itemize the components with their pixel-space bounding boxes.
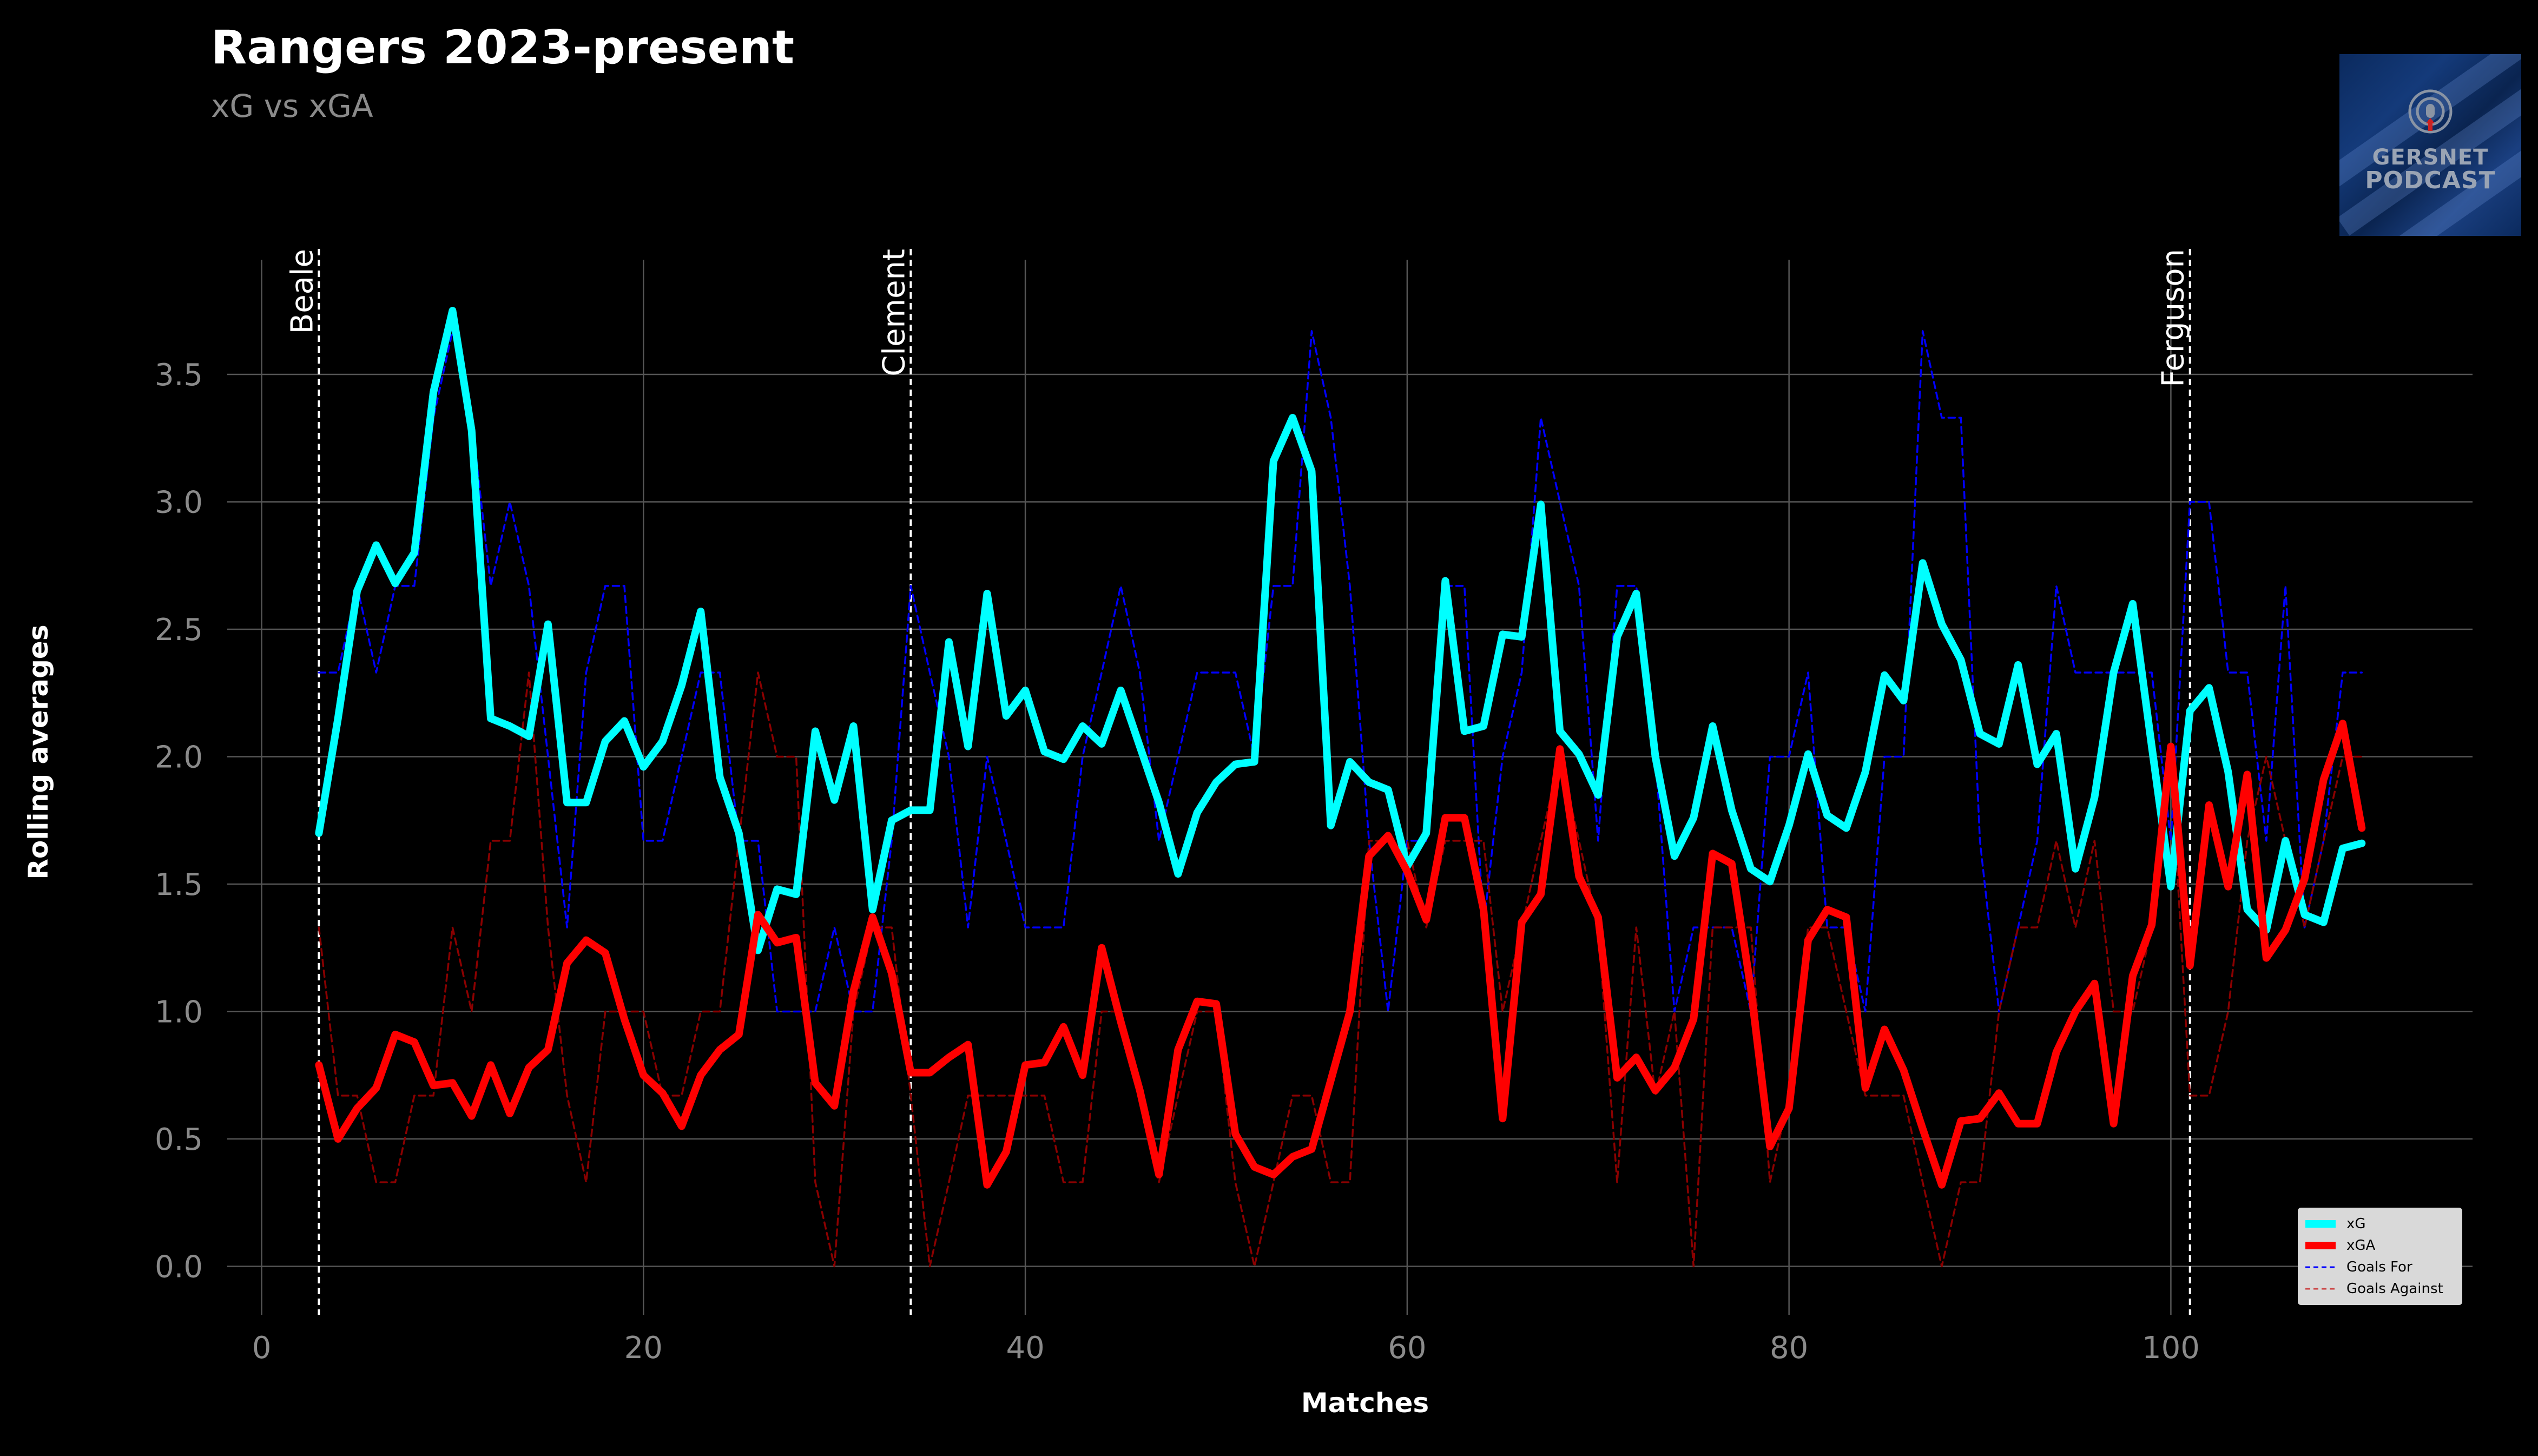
y-tick-label: 1.0 [155,994,203,1030]
x-tick-label: 60 [1388,1330,1426,1366]
y-tick-label: 0.0 [155,1250,203,1285]
manager-label: Ferguson [2156,249,2191,387]
legend-item-goals-against: Goals Against [2304,1278,2456,1300]
x-axis-label: Matches [1301,1387,1429,1419]
y-tick-label: 2.5 [155,612,203,648]
goals-for-line [318,330,2363,1013]
xga-line [315,720,2366,1189]
legend-label-goals-against: Goals Against [2346,1281,2443,1297]
chart-subtitle: xG vs xGA [211,88,373,124]
x-tick-label: 20 [624,1330,663,1366]
y-tick-label: 1.5 [155,867,203,902]
manager-label: Beale [285,249,320,334]
y-tick-label: 0.5 [155,1122,203,1157]
x-tick-label: 100 [2142,1330,2200,1366]
goals-against-line [318,671,2363,1268]
legend-item-goals-for: Goals For [2304,1256,2456,1278]
podcast-microphone-icon [2408,89,2453,134]
manager-label: Clement [876,249,912,377]
manager-reference-lines: Beale Clement Ferguson [285,249,2191,1315]
legend-item-xga: xGA [2304,1235,2456,1256]
legend-label-xga: xGA [2346,1237,2376,1254]
legend-label-xg: xG [2346,1216,2366,1232]
tick-labels: 0.0 0.5 1.0 1.5 2.0 2.5 3.0 3.5 0 20 40 60 80 100 [155,358,2200,1366]
logo-text-line1: GERSNET [2372,145,2489,170]
x-tick-label: 40 [1006,1330,1044,1366]
y-tick-label: 3.0 [155,485,203,520]
xg-line [315,307,2366,954]
series-layer [315,307,2366,1268]
chart-title: Rangers 2023-present [211,21,795,75]
y-tick-label: 3.5 [155,358,203,393]
gersnet-podcast-logo: GERSNET PODCAST [2339,54,2521,236]
x-tick-label: 80 [1770,1330,1808,1366]
logo-text-line2: PODCAST [2365,167,2496,194]
chart-legend: xG xGA Goals For Goals Against [2298,1208,2462,1305]
legend-item-xg: xG [2304,1213,2456,1235]
y-axis-label: Rolling averages [23,624,54,879]
x-tick-label: 0 [252,1330,272,1366]
y-tick-label: 2.0 [155,740,203,775]
legend-label-goals-for: Goals For [2346,1259,2412,1275]
